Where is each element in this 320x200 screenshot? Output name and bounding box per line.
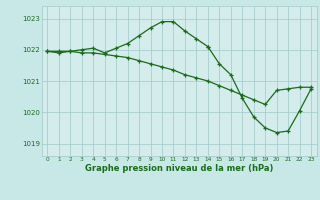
X-axis label: Graphe pression niveau de la mer (hPa): Graphe pression niveau de la mer (hPa) xyxy=(85,164,273,173)
